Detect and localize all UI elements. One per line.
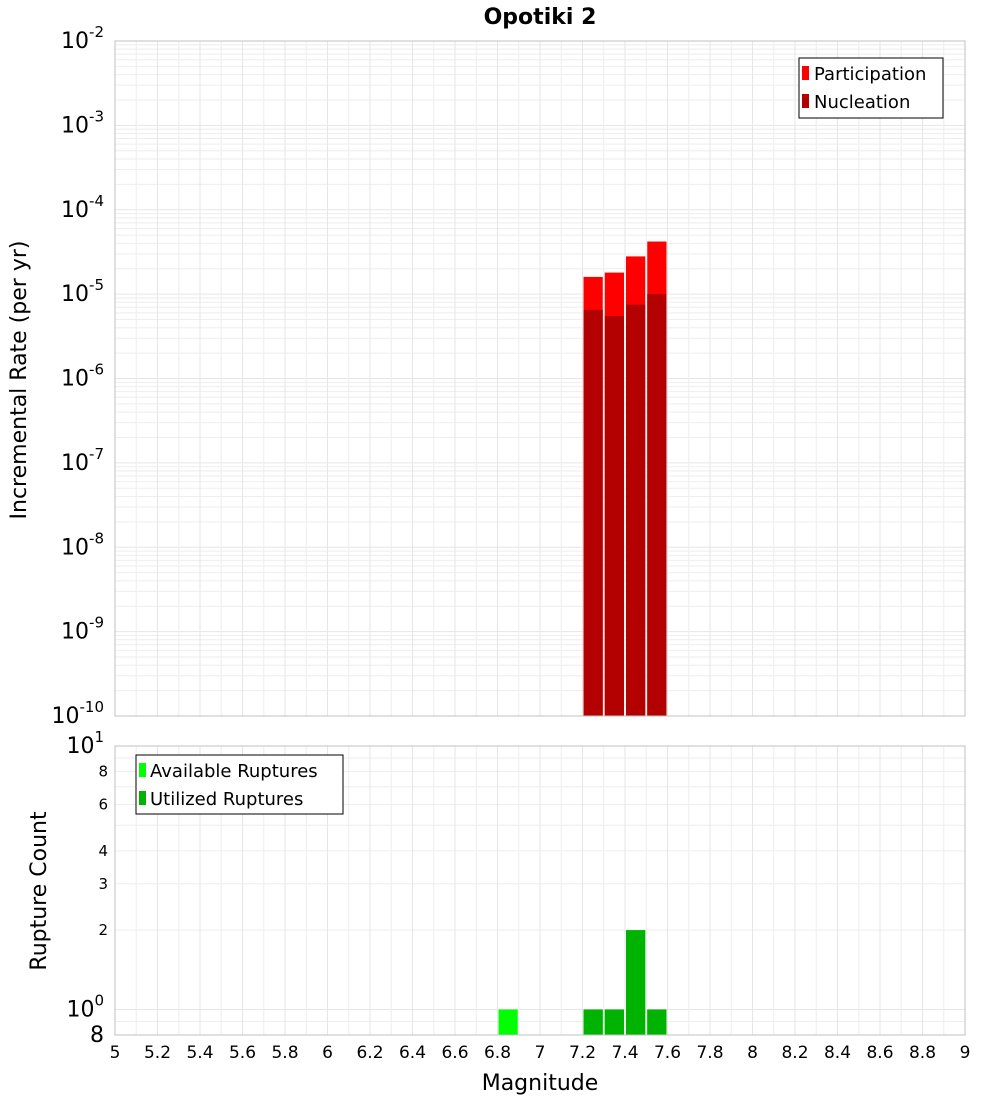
rate-y-tick-label: 10-2 — [61, 23, 104, 54]
legend-swatch-utilized — [139, 791, 146, 805]
rate-y-tick-label: 10-10 — [52, 698, 105, 729]
x-tick-label: 5.2 — [144, 1043, 171, 1063]
svg-text:10-3: 10-3 — [61, 107, 104, 138]
count-legend-box — [135, 754, 344, 815]
svg-text:10-4: 10-4 — [61, 192, 104, 223]
count-y-tick-label: 8 — [98, 763, 108, 781]
count-y-tick-label: 100 — [66, 991, 104, 1022]
x-tick-label: 6.8 — [484, 1043, 511, 1063]
rate-y-tick-label: 10-5 — [61, 276, 104, 307]
x-tick-label: 8.8 — [909, 1043, 936, 1063]
legend-swatch-nucleation — [802, 94, 809, 108]
rate-plot-bars — [583, 241, 667, 717]
x-tick-label: 8.6 — [866, 1043, 893, 1063]
utilized-ruptures-bar — [583, 1009, 603, 1035]
x-tick-label: 5 — [110, 1043, 121, 1063]
svg-text:10-5: 10-5 — [61, 276, 104, 307]
x-tick-label: 6.4 — [399, 1043, 426, 1063]
available-ruptures-bar — [498, 1009, 518, 1035]
count-legend: Available Ruptures Utilized Ruptures — [135, 754, 344, 815]
x-tick-label: 8 — [747, 1043, 758, 1063]
rate-y-ticks: 10-10 10-9 10-8 10-7 10-6 10-5 10-4 10-3 10-2 — [52, 23, 105, 729]
svg-text:100: 100 — [66, 991, 104, 1022]
count-plot-border — [114, 745, 966, 1036]
count-y-tick-label: 8 — [90, 1023, 104, 1048]
svg-text:10-7: 10-7 — [61, 445, 104, 476]
rate-y-tick-label: 10-6 — [61, 361, 104, 392]
x-tick-label: 7 — [535, 1043, 546, 1063]
svg-text:2: 2 — [98, 921, 108, 939]
x-tick-label: 5.6 — [229, 1043, 256, 1063]
rate-y-tick-label: 10-4 — [61, 192, 104, 223]
legend-swatch-participation — [802, 66, 809, 80]
magnitude-x-ticks: 5 5.2 5.4 5.6 5.8 6 6.2 6.4 6.6 6.8 7 7.2 7.4 7.6 7.8 8… — [110, 1043, 971, 1063]
rate-plot-border — [114, 40, 966, 717]
legend-label-participation: Participation — [814, 64, 926, 85]
rate-y-tick-label: 10-8 — [61, 529, 104, 560]
svg-text:10-10: 10-10 — [52, 698, 105, 729]
count-y-tick-label: 3 — [98, 875, 108, 893]
x-tick-label: 9 — [960, 1043, 971, 1063]
count-y-tick-label: 4 — [98, 842, 108, 860]
svg-text:8: 8 — [98, 763, 108, 781]
x-tick-label: 7.4 — [611, 1043, 638, 1063]
svg-text:101: 101 — [66, 728, 104, 759]
rate-y-tick-label: 10-9 — [61, 614, 104, 645]
utilized-ruptures-bar — [647, 1009, 667, 1035]
count-y-tick-label: 2 — [98, 921, 108, 939]
x-tick-label: 6.6 — [441, 1043, 468, 1063]
x-tick-label: 6.2 — [356, 1043, 383, 1063]
nucleation-bar — [604, 316, 624, 716]
legend-label-utilized: Utilized Ruptures — [150, 789, 303, 810]
chart-title: Opotiki 2 — [484, 5, 597, 30]
x-tick-label: 5.4 — [186, 1043, 213, 1063]
rate-plot: 10-10 10-9 10-8 10-7 10-6 10-5 10-4 10-3 10-2 In… — [7, 23, 966, 729]
rate-legend: Participation Nucleation — [798, 57, 944, 119]
x-tick-label: 7.8 — [696, 1043, 723, 1063]
count-y-tick-label: 101 — [66, 728, 104, 759]
rate-plot-grid — [114, 41, 966, 717]
rate-legend-box — [798, 57, 944, 119]
legend-label-available: Available Ruptures — [150, 761, 318, 782]
svg-text:10-8: 10-8 — [61, 529, 104, 560]
svg-text:10-6: 10-6 — [61, 361, 104, 392]
x-axis-label: Magnitude — [482, 1071, 599, 1096]
x-tick-label: 7.6 — [654, 1043, 681, 1063]
svg-text:4: 4 — [98, 842, 108, 860]
svg-text:8: 8 — [90, 1023, 104, 1048]
x-tick-label: 5.8 — [271, 1043, 298, 1063]
count-y-tick-label: 6 — [98, 795, 108, 813]
rate-y-tick-label: 10-3 — [61, 107, 104, 138]
svg-text:10-2: 10-2 — [61, 23, 104, 54]
nucleation-bar — [626, 304, 646, 716]
utilized-ruptures-bar — [604, 1009, 624, 1035]
svg-text:10-9: 10-9 — [61, 614, 104, 645]
nucleation-bar — [647, 294, 667, 716]
legend-swatch-available — [139, 763, 146, 777]
rate-y-tick-label: 10-7 — [61, 445, 104, 476]
count-plot-bars — [498, 930, 667, 1035]
legend-label-nucleation: Nucleation — [814, 92, 910, 113]
utilized-ruptures-bar — [626, 930, 646, 1035]
rate-y-axis-label: Incremental Rate (per yr) — [7, 241, 32, 520]
svg-text:6: 6 — [98, 795, 108, 813]
nucleation-bar — [583, 309, 603, 716]
x-tick-label: 8.4 — [824, 1043, 851, 1063]
x-tick-label: 8.2 — [781, 1043, 808, 1063]
count-y-axis-label: Rupture Count — [27, 811, 52, 971]
x-tick-label: 7.2 — [569, 1043, 596, 1063]
svg-text:3: 3 — [98, 875, 108, 893]
x-tick-label: 6 — [322, 1043, 333, 1063]
